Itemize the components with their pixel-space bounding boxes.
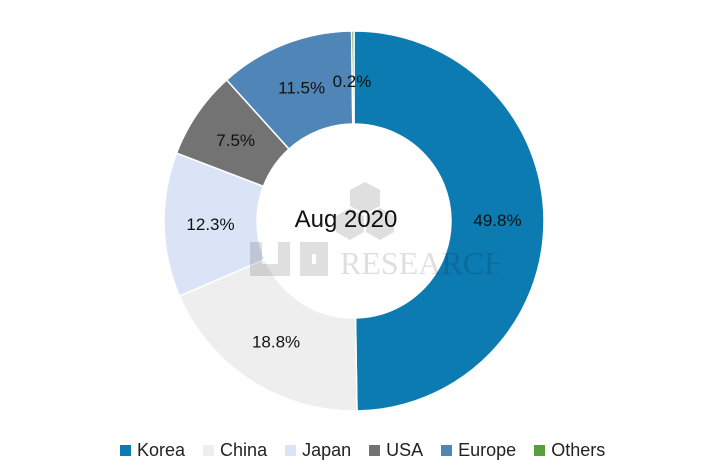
legend-label: Europe bbox=[458, 439, 517, 460]
label-usa: 7.5% bbox=[216, 131, 255, 150]
label-china: 18.8% bbox=[252, 332, 300, 351]
label-korea: 49.8% bbox=[473, 211, 521, 230]
label-others: 0.2% bbox=[333, 72, 372, 91]
research-watermark: RESEARCH bbox=[240, 180, 507, 290]
label-japan: 12.3% bbox=[186, 215, 234, 234]
legend-label: Korea bbox=[137, 439, 186, 460]
legend-item-china: China bbox=[203, 440, 267, 461]
legend-item-japan: Japan bbox=[285, 440, 351, 461]
legend-swatch bbox=[203, 444, 215, 456]
legend-swatch bbox=[441, 444, 453, 456]
legend-swatch bbox=[120, 444, 131, 456]
label-europe: 11.5% bbox=[278, 78, 325, 97]
slice-korea bbox=[353, 30, 545, 412]
slice-labels: 49.8% 18.8% 12.3% 7.5% 11.5% 0.2% bbox=[186, 72, 521, 351]
legend-label: Others bbox=[551, 439, 606, 460]
watermark-text: RESEARCH bbox=[340, 245, 500, 281]
legend-swatch bbox=[534, 444, 546, 456]
legend-item-others: Others bbox=[534, 440, 605, 461]
legend-label: China bbox=[220, 439, 268, 460]
legend-swatch bbox=[285, 444, 297, 456]
chart-legend: Korea China Japan USA Europe Others bbox=[120, 438, 605, 462]
legend-item-usa: USA bbox=[369, 440, 423, 461]
legend-label: Japan bbox=[302, 439, 352, 460]
slice-china bbox=[178, 258, 358, 412]
legend-item-korea: Korea bbox=[120, 440, 185, 461]
donut-slices bbox=[163, 30, 545, 412]
legend-label: USA bbox=[386, 439, 424, 460]
ubi-logo-icon bbox=[250, 182, 394, 276]
slice-others bbox=[350, 30, 355, 125]
chart-title: Aug 2020 bbox=[295, 206, 398, 233]
legend-swatch bbox=[369, 444, 381, 456]
legend-item-europe: Europe bbox=[441, 440, 516, 461]
